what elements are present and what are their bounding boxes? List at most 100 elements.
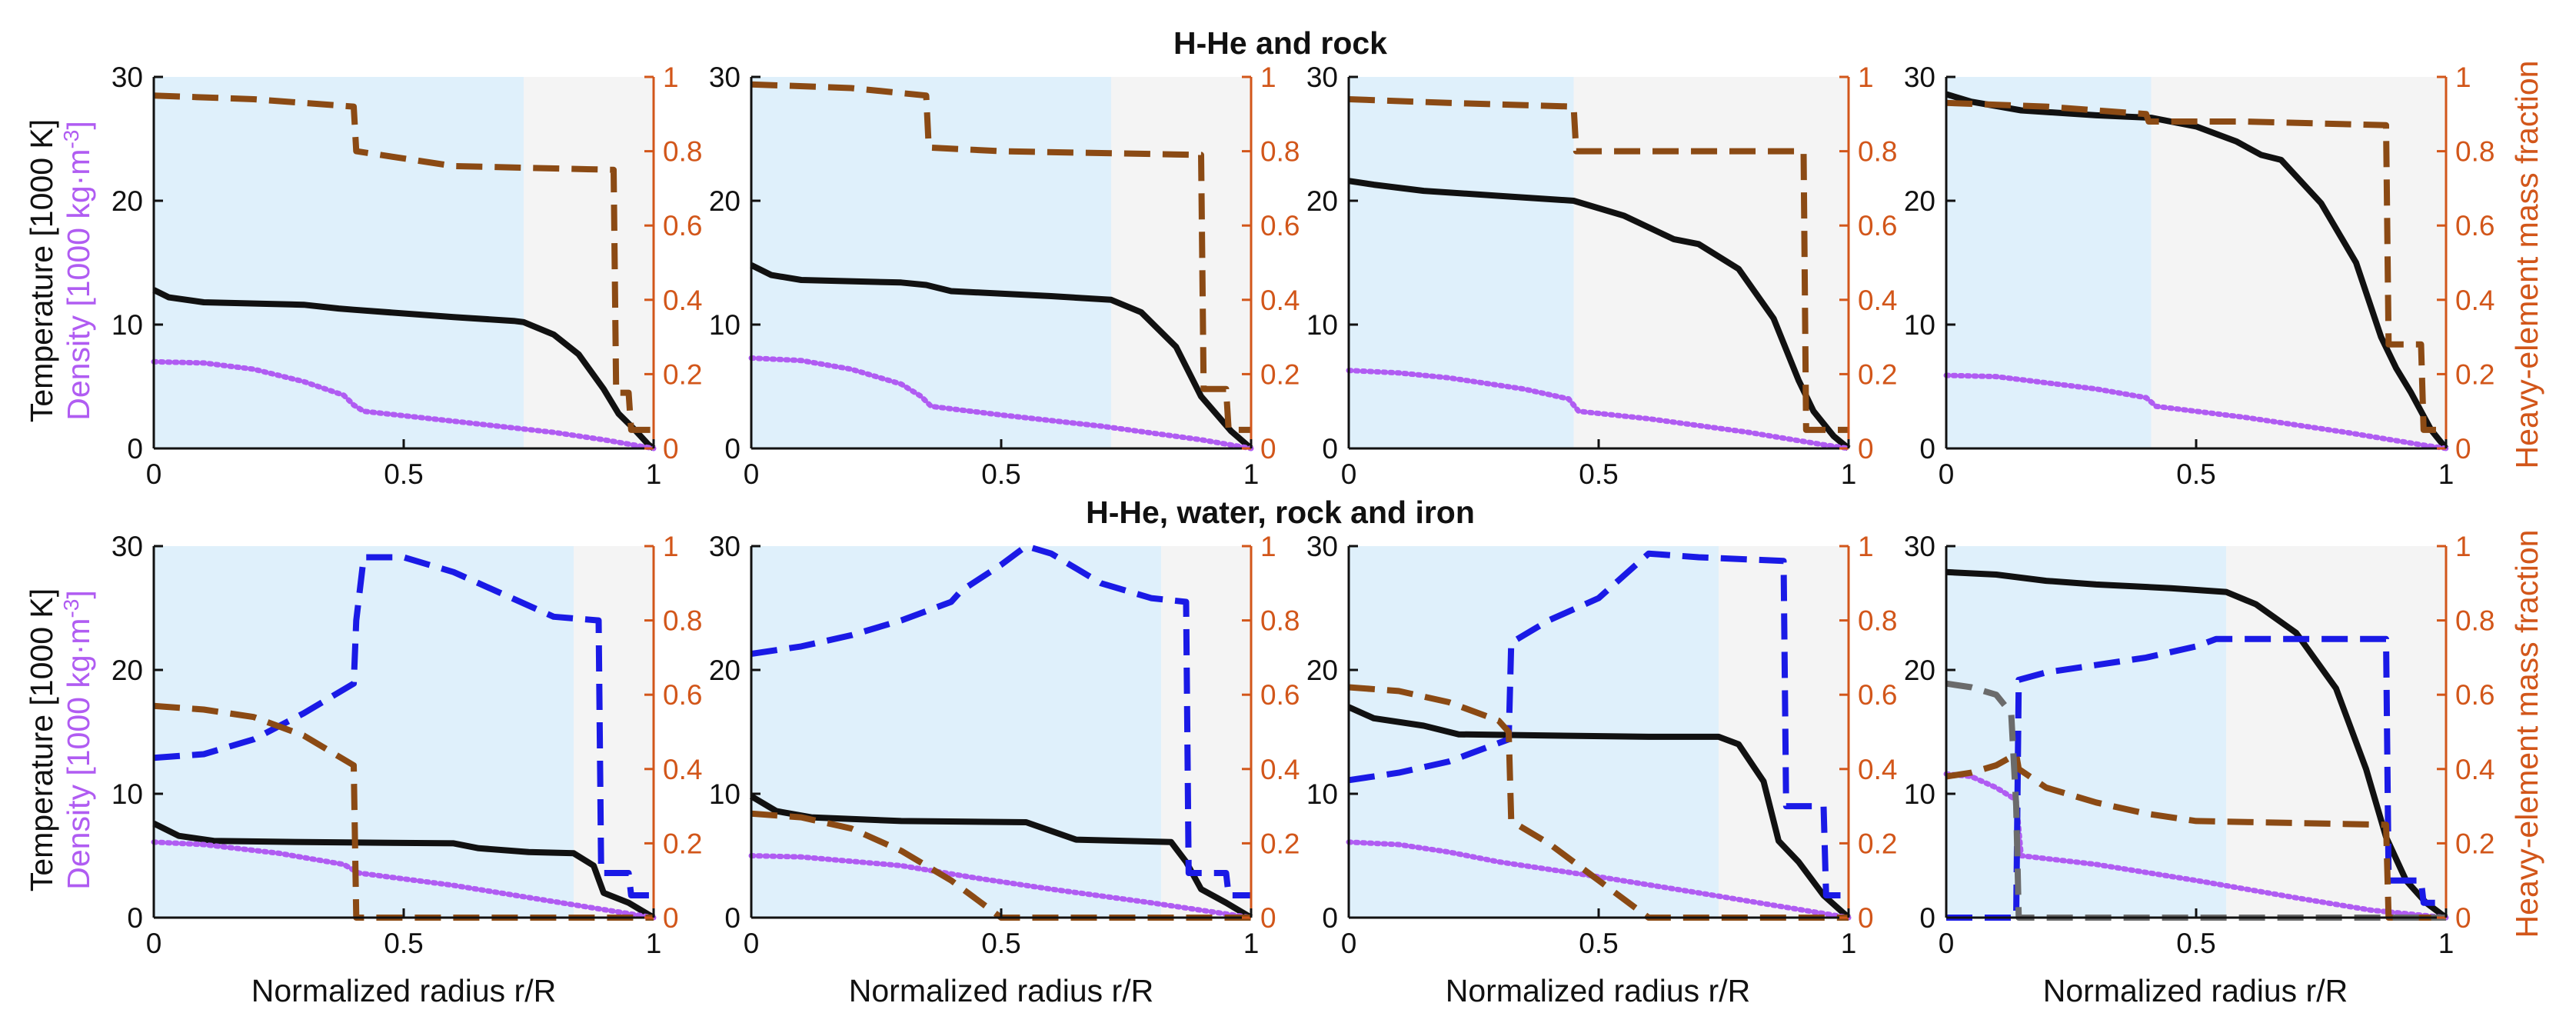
left-tick-label: 0 [1919,902,1935,934]
series-temperature [1945,568,2448,921]
right-tick-label: 0 [1858,902,1874,934]
left-tick-label: 20 [709,185,741,217]
right-tick-label: 0.8 [1858,605,1897,637]
left-tick-label: 10 [111,778,143,810]
x-tick-label: 1 [646,458,662,490]
right-tick-label: 1 [1858,531,1874,562]
right-tick-label: 0.8 [1858,136,1897,168]
x-tick-label: 0.5 [2176,928,2215,959]
right-tick-label: 0.2 [663,828,702,859]
outer-region-shade [574,546,654,918]
right-tick-label: 0 [1260,433,1276,465]
right-tick-label: 0 [663,902,679,934]
x-tick-label: 0 [1939,458,1955,490]
left-tick-label: 20 [111,185,143,217]
right-tick-label: 0 [2455,433,2471,465]
series-temperature [152,821,656,921]
outer-region-shade [524,77,654,448]
outer-region-shade [1161,546,1251,918]
series-water-mass-fraction [751,543,1251,898]
left-tick-label: 30 [111,62,143,93]
right-tick-label: 0.4 [1260,754,1300,785]
inner-region-shade [1349,546,1719,918]
left-tick-label: 10 [1306,309,1338,341]
x-axis-label: Normalized radius r/R [251,973,556,1008]
series-density [1346,839,1852,921]
left-tick-label: 10 [1904,778,1935,810]
left-tick-label: 30 [1306,531,1338,562]
right-tick-label: 0.6 [1858,210,1897,242]
left-tick-label: 0 [1322,902,1338,934]
x-tick-label: 1 [1243,928,1260,959]
outer-region-shade [2226,546,2446,918]
left-tick-label: 30 [111,531,143,562]
right-tick-label: 0.4 [663,754,702,785]
inner-region-shade [154,546,574,918]
right-tick-label: 0.2 [1260,828,1300,859]
right-tick-label: 0.8 [2455,605,2494,637]
series-rock-mass-fraction [1348,684,1849,921]
series-temperature [750,262,1253,452]
series-rock-mass-fraction [751,810,1251,921]
series-water-mass-fraction [1348,550,1849,898]
density-axis-label: Density [1000 kg·m-3] [59,121,96,421]
right-tick-label: 0.4 [2455,754,2494,785]
series-temperature [1347,704,1851,920]
right-tick-label: 0.2 [1260,358,1300,390]
right-tick-label: 0.4 [1858,754,1897,785]
x-tick-label: 0.5 [981,928,1020,959]
right-tick-label: 0.6 [1858,679,1897,711]
series-density [151,358,657,452]
x-tick-label: 0 [146,458,162,490]
left-tick-label: 20 [1306,185,1338,217]
left-tick-label: 10 [1306,778,1338,810]
left-tick-label: 30 [1904,531,1935,562]
row-title-top: H-He and rock [1173,25,1387,61]
series-rock-mass-fraction [1945,99,2446,433]
series-temperature [152,287,656,452]
left-tick-label: 20 [1904,185,1935,217]
right-tick-label: 0.8 [2455,136,2494,168]
series-density [748,853,1254,921]
right-tick-label: 0.2 [1858,828,1897,859]
inner-region-shade [1946,546,2226,918]
left-tick-label: 10 [111,309,143,341]
right-tick-label: 0.8 [1260,605,1300,637]
series-density [748,355,1254,452]
x-tick-label: 0.5 [1579,928,1618,959]
x-tick-label: 1 [2438,458,2455,490]
right-tick-label: 0.6 [1260,679,1300,711]
right-tick-label: 1 [663,531,679,562]
right-tick-label: 1 [1260,531,1276,562]
x-tick-label: 0 [1341,458,1357,490]
temperature-axis-label: Temperature [1000 K] [24,119,59,422]
right-tick-label: 1 [2455,531,2471,562]
right-tick-label: 0.6 [663,210,702,242]
series-temperature [1945,91,2449,451]
left-tick-label: 0 [724,902,741,934]
x-tick-label: 0.5 [981,458,1020,490]
left-tick-label: 0 [127,902,143,934]
left-axis-label-top: Temperature [1000 K] Density [1000 kg·m-… [24,119,96,422]
x-tick-label: 0 [1341,928,1357,959]
left-tick-label: 30 [709,531,741,562]
left-tick-label: 10 [1904,309,1935,341]
density-axis-label: Density [1000 kg·m-3] [59,590,96,890]
right-tick-label: 0.4 [1858,285,1897,316]
left-axis-label-bottom: Temperature [1000 K] Density [1000 kg·m-… [24,588,96,891]
series-density [1943,372,2449,452]
x-tick-label: 0 [1939,928,1955,959]
series-rock-mass-fraction [751,81,1251,433]
right-tick-label: 0 [1858,433,1874,465]
x-tick-label: 1 [646,928,662,959]
x-tick-label: 0.5 [2176,458,2215,490]
right-tick-label: 1 [2455,62,2471,93]
right-tick-label: 0.6 [1260,210,1300,242]
x-axis-label: Normalized radius r/R [2043,973,2348,1008]
